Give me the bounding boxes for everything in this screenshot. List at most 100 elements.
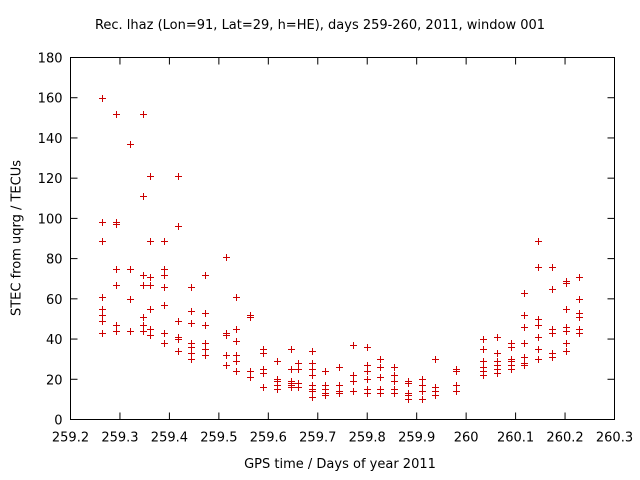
- data-point: [576, 330, 583, 337]
- axes-ticks: 259.2 259.3 259.4 259.5 259.6 259.7 259.8 259.9…: [38, 52, 633, 446]
- data-point: [480, 358, 487, 365]
- data-point: [350, 378, 357, 385]
- data-point: [494, 350, 501, 357]
- data-point: [175, 223, 182, 230]
- x-tick-label: 260.3: [596, 431, 633, 446]
- data-point: [521, 354, 528, 361]
- data-point: [247, 374, 254, 381]
- data-point: [99, 294, 106, 301]
- data-point: [377, 364, 384, 371]
- data-point: [535, 334, 542, 341]
- data-point: [147, 238, 154, 245]
- data-point: [288, 384, 295, 391]
- y-tick-label: 180: [38, 52, 63, 67]
- data-point: [140, 193, 147, 200]
- data-point: [223, 254, 230, 261]
- data-point: [521, 340, 528, 347]
- data-point: [202, 340, 209, 347]
- data-points: [99, 95, 583, 403]
- data-point: [202, 310, 209, 317]
- data-point: [260, 350, 267, 357]
- data-point: [563, 340, 570, 347]
- data-point: [377, 356, 384, 363]
- data-point: [233, 352, 240, 359]
- data-point: [521, 362, 528, 369]
- y-axis-label: STEC from uqrg / TECUs: [9, 159, 25, 317]
- chart-title: Rec. lhaz (Lon=91, Lat=29, h=HE), days 2…: [94, 18, 546, 33]
- data-point: [521, 324, 528, 331]
- data-point: [419, 376, 426, 383]
- data-point: [175, 336, 182, 343]
- data-point: [295, 360, 302, 367]
- data-point: [147, 282, 154, 289]
- x-tick-label: 259.5: [200, 431, 237, 446]
- data-point: [336, 390, 343, 397]
- data-point: [175, 348, 182, 355]
- data-point: [147, 306, 154, 313]
- data-point: [535, 346, 542, 353]
- data-point: [202, 346, 209, 353]
- data-point: [521, 312, 528, 319]
- data-point: [202, 352, 209, 359]
- data-point: [336, 382, 343, 389]
- x-tick-label: 260: [454, 431, 479, 446]
- data-point: [419, 388, 426, 395]
- data-point: [494, 334, 501, 341]
- data-point: [563, 280, 570, 287]
- data-point: [309, 360, 316, 367]
- data-point: [188, 308, 195, 315]
- data-point: [247, 314, 254, 321]
- data-point: [309, 348, 316, 355]
- data-point: [391, 378, 398, 385]
- x-tick-label: 259.7: [299, 431, 336, 446]
- x-tick-label: 259.2: [52, 431, 89, 446]
- data-point: [309, 394, 316, 401]
- data-point: [377, 390, 384, 397]
- y-tick-label: 100: [38, 212, 63, 227]
- data-point: [364, 368, 371, 375]
- data-point: [364, 376, 371, 383]
- data-point: [391, 364, 398, 371]
- data-point: [322, 368, 329, 375]
- data-point: [161, 284, 168, 291]
- data-point: [161, 330, 168, 337]
- data-point: [247, 368, 254, 375]
- data-point: [127, 328, 134, 335]
- y-tick-label: 160: [38, 92, 63, 107]
- data-point: [202, 322, 209, 329]
- data-point: [288, 346, 295, 353]
- data-point: [432, 356, 439, 363]
- data-point: [202, 272, 209, 279]
- data-point: [549, 286, 556, 293]
- y-tick-label: 80: [46, 253, 63, 268]
- data-point: [274, 386, 281, 393]
- y-tick-label: 120: [38, 172, 63, 187]
- data-point: [233, 326, 240, 333]
- x-tick-label: 259.4: [151, 431, 188, 446]
- data-point: [99, 318, 106, 325]
- data-point: [350, 372, 357, 379]
- data-point: [233, 368, 240, 375]
- data-point: [535, 316, 542, 323]
- data-point: [113, 282, 120, 289]
- data-point: [140, 322, 147, 329]
- data-point: [480, 346, 487, 353]
- data-point: [147, 326, 154, 333]
- data-point: [127, 296, 134, 303]
- data-point: [576, 314, 583, 321]
- data-point: [161, 272, 168, 279]
- data-point: [175, 173, 182, 180]
- y-tick-label: 0: [54, 414, 62, 429]
- data-point: [99, 330, 106, 337]
- data-point: [494, 370, 501, 377]
- data-point: [99, 95, 106, 102]
- data-point: [549, 354, 556, 361]
- data-point: [364, 362, 371, 369]
- data-point: [350, 342, 357, 349]
- data-point: [563, 348, 570, 355]
- data-point: [453, 388, 460, 395]
- data-point: [364, 344, 371, 351]
- data-point: [223, 332, 230, 339]
- data-point: [127, 266, 134, 273]
- x-tick-label: 259.8: [349, 431, 386, 446]
